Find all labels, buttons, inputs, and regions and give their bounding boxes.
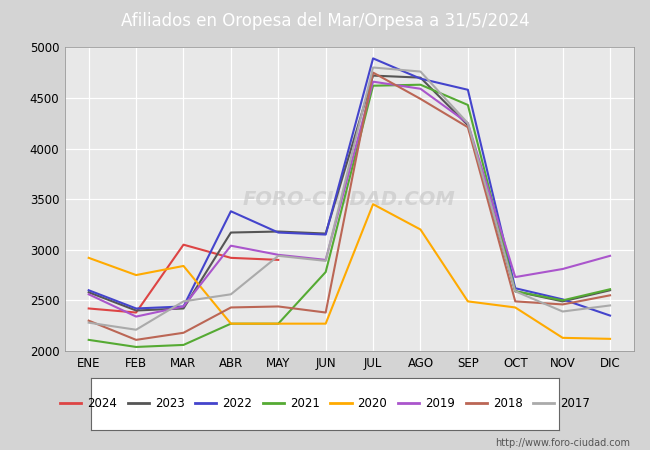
Legend: 2024, 2023, 2022, 2021, 2020, 2019, 2018, 2017: 2024, 2023, 2022, 2021, 2020, 2019, 2018… (55, 393, 595, 415)
Text: FORO-CIUDAD.COM: FORO-CIUDAD.COM (243, 189, 456, 209)
Text: Afiliados en Oropesa del Mar/Orpesa a 31/5/2024: Afiliados en Oropesa del Mar/Orpesa a 31… (121, 12, 529, 31)
Text: http://www.foro-ciudad.com: http://www.foro-ciudad.com (495, 438, 630, 448)
